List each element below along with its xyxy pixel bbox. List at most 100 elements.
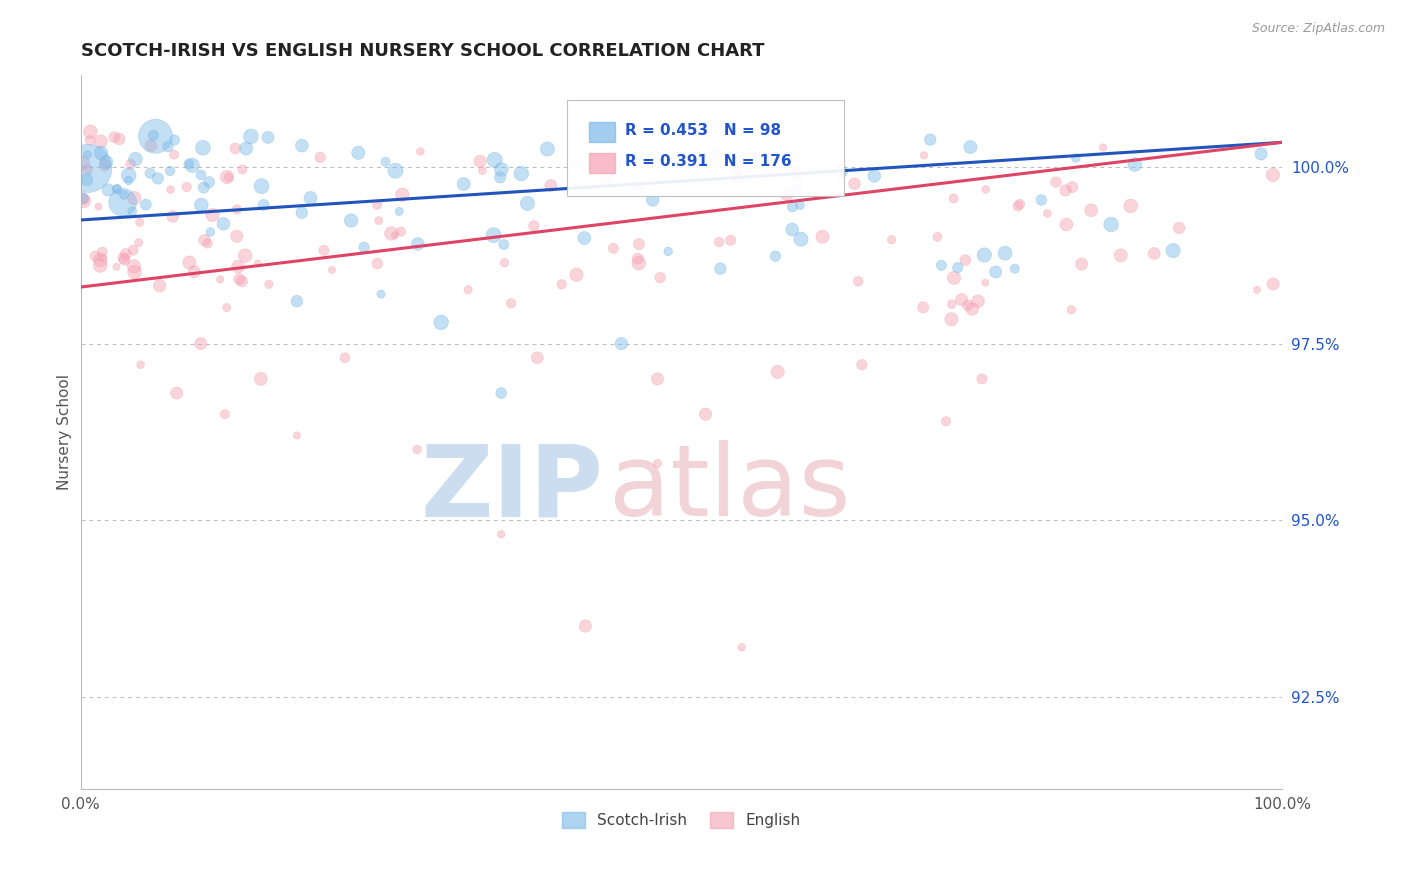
Point [1250,147,1272,161]
Point [704,147,727,161]
Point [406,236,429,251]
Point [536,142,558,156]
Point [709,235,731,249]
Point [190,336,212,351]
Point [91,244,114,259]
Legend: Scotch-Irish, English: Scotch-Irish, English [557,806,807,834]
Point [1099,218,1122,232]
Point [844,177,866,191]
Point [1004,261,1026,276]
Point [252,198,274,212]
Point [782,200,804,214]
Point [79,133,101,147]
Point [226,202,249,217]
Point [912,148,935,162]
Point [72,191,94,205]
Point [994,246,1017,260]
Point [162,210,184,224]
Point [149,278,172,293]
Point [217,170,239,185]
Point [647,372,669,386]
Point [727,164,749,178]
Point [384,228,406,243]
Point [124,265,146,279]
Point [1123,158,1146,172]
Point [489,527,512,541]
Point [780,222,803,236]
Point [1070,257,1092,271]
Point [122,243,145,257]
Bar [589,153,616,173]
Point [226,260,249,274]
Point [863,169,886,183]
Point [1007,199,1029,213]
Point [1261,277,1284,291]
Point [105,260,128,274]
Point [177,157,200,171]
Point [179,255,201,269]
Point [935,414,957,428]
Point [120,157,142,171]
Point [84,249,107,263]
Point [309,150,332,164]
Point [366,198,388,212]
Text: atlas: atlas [609,441,851,538]
Point [215,301,238,315]
Point [494,256,516,270]
Point [1080,203,1102,218]
Point [484,153,506,167]
Point [574,619,596,633]
FancyBboxPatch shape [567,100,844,196]
Point [257,130,280,145]
Point [193,233,215,247]
Point [943,271,966,285]
Point [285,294,308,309]
Point [312,244,335,258]
Text: SCOTCH-IRISH VS ENGLISH NURSERY SCHOOL CORRELATION CHART: SCOTCH-IRISH VS ENGLISH NURSERY SCHOOL C… [80,42,763,60]
Point [389,225,412,239]
Point [142,128,165,143]
Point [765,249,787,263]
Point [124,152,146,166]
Text: Source: ZipAtlas.com: Source: ZipAtlas.com [1251,22,1385,36]
Point [920,133,942,147]
Point [695,407,717,421]
Point [108,132,131,146]
Point [333,351,356,365]
Point [550,277,572,292]
Point [1168,220,1191,235]
Point [685,157,707,171]
Point [231,162,253,177]
Point [1054,184,1077,198]
Point [366,257,388,271]
Point [786,168,808,182]
Point [321,263,343,277]
Point [228,272,250,286]
Point [257,277,280,292]
Point [156,139,179,153]
Bar [589,121,616,142]
Point [657,244,679,259]
Point [191,141,214,155]
Point [197,236,219,251]
Point [91,251,114,265]
Point [1062,180,1084,194]
Point [1036,206,1059,220]
Point [956,298,979,312]
Point [233,249,256,263]
Point [129,358,152,372]
Point [499,296,522,310]
Point [482,228,505,243]
Point [73,194,96,209]
Point [96,155,118,169]
Point [1119,199,1142,213]
Point [967,294,990,309]
Point [391,187,413,202]
Point [112,187,135,202]
Point [76,161,98,176]
Point [941,297,963,311]
Point [430,315,453,329]
Point [200,225,222,239]
Point [730,640,752,655]
Point [198,175,221,189]
